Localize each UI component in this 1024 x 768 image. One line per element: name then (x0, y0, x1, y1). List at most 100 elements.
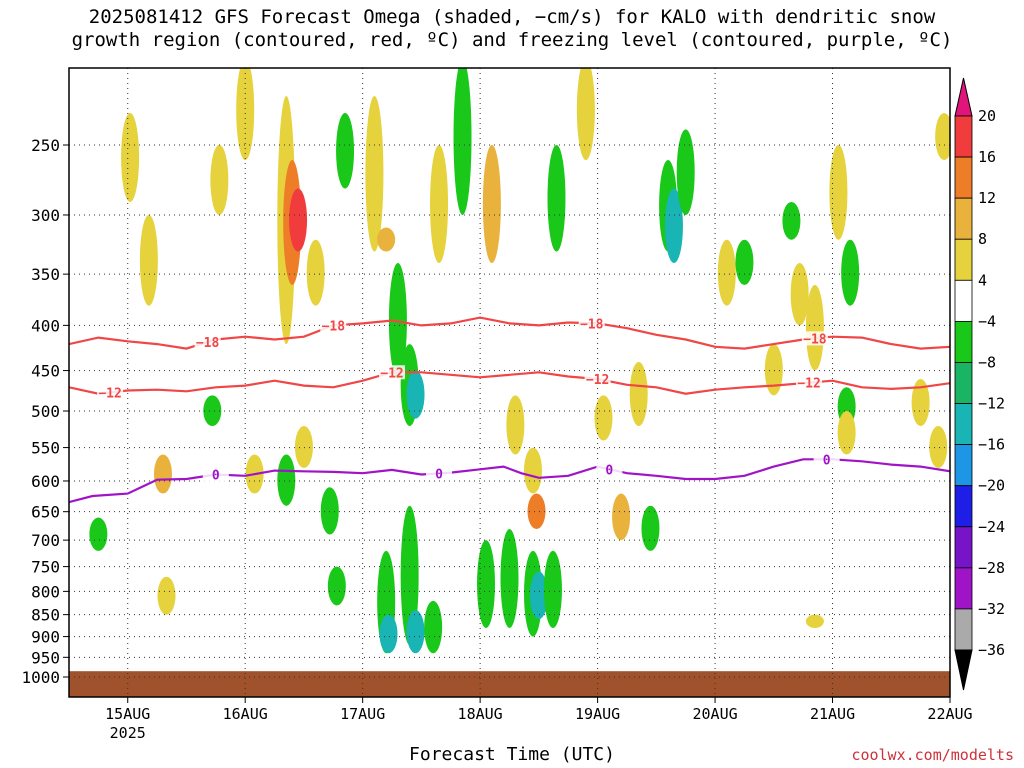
omega-cell (210, 145, 229, 215)
title-line-1: 2025081412 GFS Forecast Omega (shaded, −… (88, 6, 936, 28)
colorbar-top-arrow (954, 77, 973, 117)
colorbar-swatch (954, 485, 973, 528)
x-tick-label: 22AUG (927, 705, 972, 723)
y-axis: 250 300 350 400 450 500 550 600 650 700 750 800 850 9… (21, 136, 69, 687)
colorbar-swatch (954, 320, 973, 363)
y-tick-label: 300 (31, 206, 60, 225)
colorbar-label: −8 (978, 353, 996, 371)
omega-cell (805, 284, 824, 371)
contour-label: −18 (196, 336, 220, 351)
omega-cell (837, 411, 856, 455)
colorbar-label: −28 (978, 559, 1005, 577)
omega-cell (121, 113, 140, 202)
omega-cell (717, 239, 736, 306)
colorbar-label: −20 (978, 477, 1005, 495)
omega-cell (336, 113, 355, 189)
omega-cell (406, 610, 425, 654)
colorbar-label: 12 (978, 189, 996, 207)
colorbar-swatch (954, 115, 973, 158)
y-tick-label: 650 (31, 503, 60, 522)
omega-cell (543, 550, 562, 628)
omega-cell (289, 188, 308, 252)
y-tick-label: 500 (31, 402, 60, 421)
omega-cell (157, 576, 176, 615)
contour-label: −12 (586, 373, 609, 388)
y-tick-label: 700 (31, 531, 60, 550)
colorbar-swatch (954, 156, 973, 199)
omega-cell (377, 227, 396, 252)
omega-cell (612, 493, 631, 541)
contour-label-bg (194, 335, 221, 350)
omega-cell (236, 68, 255, 161)
contour-label: 0 (605, 463, 613, 478)
y-tick-label: 250 (31, 136, 60, 155)
omega-cell (764, 344, 783, 396)
omega-cell (935, 113, 950, 161)
contour-label: −18 (803, 332, 827, 347)
omega-cell (529, 571, 548, 620)
colorbar-label: 20 (978, 107, 996, 125)
colorbar-swatch (954, 526, 973, 569)
contour-label-bg (202, 467, 229, 482)
surface-band (69, 671, 950, 697)
omega-cell (829, 145, 848, 240)
contour-label: −12 (380, 366, 403, 381)
x-tick-label: 15AUG (105, 705, 150, 723)
contour-label: −12 (797, 377, 820, 392)
omega-cell (523, 447, 542, 494)
omega-cell (629, 361, 648, 427)
omega-cell (547, 145, 566, 252)
omega-cell (527, 493, 546, 529)
omega-cell (379, 614, 398, 654)
title-line-2: growth region (contoured, red, ºC) and f… (71, 29, 953, 51)
y-tick-label: 400 (31, 316, 60, 335)
colorbar-swatch (954, 197, 973, 240)
x-tick-label: 19AUG (575, 705, 620, 723)
x-tick-label: 16AUG (223, 705, 268, 723)
contour-label-bg (578, 316, 605, 331)
omega-cell (453, 68, 472, 215)
colorbar-swatch (954, 238, 973, 281)
omega-cell (911, 379, 930, 427)
colorbar-label: −36 (978, 641, 1005, 659)
omega-cell (306, 239, 325, 306)
omega-cell (841, 239, 860, 306)
colorbar-label: −32 (978, 600, 1005, 618)
colorbar-swatch (954, 567, 973, 610)
x-tick-year: 2025 (110, 724, 146, 742)
y-tick-label: 550 (31, 439, 60, 458)
y-tick-label: 950 (31, 648, 60, 667)
omega-cell (430, 145, 449, 263)
omega-cell (790, 262, 809, 326)
omega-cell (676, 129, 695, 215)
contour-label: 0 (212, 469, 220, 484)
contour-label-bg (801, 331, 828, 346)
omega-cell (277, 454, 296, 506)
omega-shading (89, 68, 950, 654)
contour-label-bg (379, 365, 406, 380)
omega-cell (139, 214, 158, 306)
y-tick-label: 800 (31, 582, 60, 601)
x-axis-label: Forecast Time (UTC) (409, 744, 615, 765)
y-tick-label: 350 (31, 265, 60, 284)
contour-label: 0 (823, 453, 831, 468)
y-tick-label: 1000 (21, 668, 60, 687)
omega-cell (929, 426, 948, 468)
omega-cell (576, 68, 595, 161)
omega-cell (406, 370, 425, 419)
x-tick-label: 17AUG (340, 705, 385, 723)
colorbar-label: 4 (978, 271, 987, 289)
chart-title: 2025081412 GFS Forecast Omega (shaded, −… (0, 6, 1024, 52)
omega-cell (203, 395, 222, 427)
omega-cell (506, 395, 525, 455)
colorbar-label: −12 (978, 395, 1005, 413)
contour-label: −18 (580, 317, 604, 332)
contour-label-bg (97, 385, 124, 400)
contour-label-bg (813, 452, 840, 467)
contour-label-bg (320, 318, 347, 333)
credit-link[interactable]: coolwx.com/modelts (851, 746, 1014, 764)
omega-cell (477, 540, 496, 628)
contour-label-bg (796, 375, 823, 390)
y-tick-label: 850 (31, 606, 60, 625)
